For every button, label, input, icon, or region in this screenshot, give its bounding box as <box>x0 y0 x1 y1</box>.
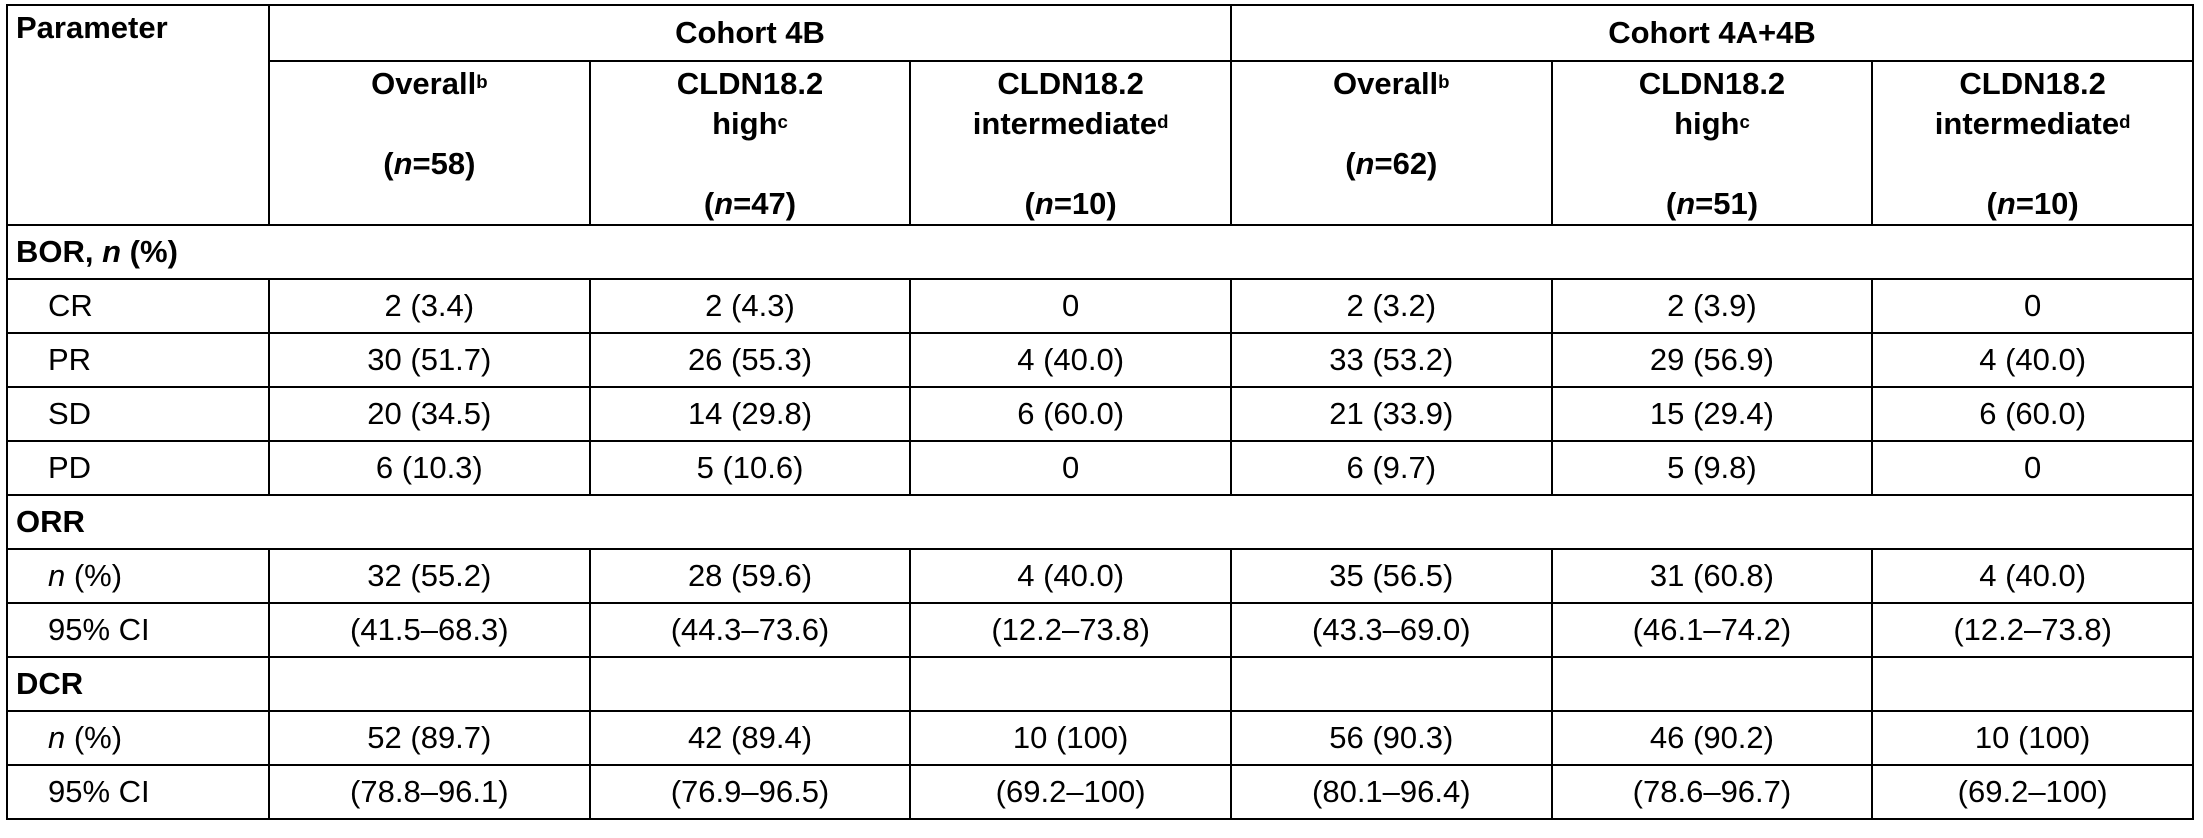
value-cell: 6 (60.0) <box>1871 386 2194 442</box>
value-cell: 21 (33.9) <box>1229 386 1553 442</box>
row-label: PD <box>6 440 270 496</box>
page: Parameter Cohort 4B Cohort 4A+4B Overallb (… <box>0 4 2203 838</box>
row-label: 95% CI <box>6 602 270 658</box>
value-cell: 31 (60.8) <box>1550 548 1874 604</box>
table-row: CR 2 (3.4) 2 (4.3) 0 2 (3.2) 2 (3.9) 0 <box>6 278 2194 334</box>
row-label: CR <box>6 278 270 334</box>
column-n: (n=10) <box>1986 186 2079 221</box>
value-cell: 2 (3.2) <box>1229 278 1553 334</box>
value-cell: 4 (40.0) <box>1871 332 2194 388</box>
empty-cell <box>909 656 1232 712</box>
empty-cell <box>268 656 591 712</box>
column-n: (n=51) <box>1665 186 1759 221</box>
section-label: DCR <box>6 656 270 712</box>
row-label: n (%) <box>6 548 270 604</box>
row-label: SD <box>6 386 270 442</box>
column-header: Overallb (n=62) <box>1229 60 1553 226</box>
table-row: 95% CI (78.8–96.1) (76.9–96.5) (69.2–100) (8… <box>6 764 2194 820</box>
value-cell: 2 (3.9) <box>1550 278 1874 334</box>
value-cell: 35 (56.5) <box>1229 548 1553 604</box>
value-cell: 30 (51.7) <box>268 332 591 388</box>
value-cell: 0 <box>1871 278 2194 334</box>
value-cell: (43.3–69.0) <box>1229 602 1553 658</box>
row-label: n (%) <box>6 710 270 766</box>
value-cell: 2 (3.4) <box>268 278 591 334</box>
column-n: (n=10) <box>1024 186 1117 221</box>
value-cell: 10 (100) <box>909 710 1232 766</box>
table-row: PD 6 (10.3) 5 (10.6) 0 6 (9.7) 5 (9.8) 0 <box>6 440 2194 496</box>
value-cell: 0 <box>909 278 1232 334</box>
value-cell: 28 (59.6) <box>588 548 912 604</box>
value-cell: 5 (10.6) <box>588 440 912 496</box>
column-header: CLDN18.2 intermediated (n=10) <box>1871 60 2194 226</box>
table-row: BOR, n (%) <box>6 224 2194 280</box>
column-name: Overallb <box>1333 66 1450 101</box>
value-cell: (12.2–73.8) <box>909 602 1232 658</box>
value-cell: (76.9–96.5) <box>588 764 912 820</box>
value-cell: 32 (55.2) <box>268 548 591 604</box>
empty-cell <box>1550 656 1874 712</box>
column-name: CLDN18.2 highc <box>676 66 824 141</box>
value-cell: 4 (40.0) <box>909 332 1232 388</box>
value-cell: (69.2–100) <box>909 764 1232 820</box>
value-cell: 6 (10.3) <box>268 440 591 496</box>
value-cell: 33 (53.2) <box>1229 332 1553 388</box>
results-table: Parameter Cohort 4B Cohort 4A+4B Overallb (… <box>6 4 2195 820</box>
column-name: CLDN18.2 intermediated <box>1934 66 2131 141</box>
column-header: CLDN18.2 highc (n=47) <box>588 60 912 226</box>
table-row: SD 20 (34.5) 14 (29.8) 6 (60.0) 21 (33.9) 15 … <box>6 386 2194 442</box>
column-name: CLDN18.2 intermediated <box>972 66 1169 141</box>
empty-cell <box>588 656 912 712</box>
value-cell: 26 (55.3) <box>588 332 912 388</box>
value-cell: 20 (34.5) <box>268 386 591 442</box>
value-cell: (78.8–96.1) <box>268 764 591 820</box>
value-cell: 4 (40.0) <box>909 548 1232 604</box>
table-row: DCR <box>6 656 2194 712</box>
value-cell: (69.2–100) <box>1871 764 2194 820</box>
value-cell: (46.1–74.2) <box>1550 602 1874 658</box>
table-row: n (%) 52 (89.7) 42 (89.4) 10 (100) 56 (90.3)… <box>6 710 2194 766</box>
value-cell: 6 (9.7) <box>1229 440 1553 496</box>
value-cell: 0 <box>909 440 1232 496</box>
value-cell: (78.6–96.7) <box>1550 764 1874 820</box>
value-cell: 0 <box>1871 440 2194 496</box>
table-row: 95% CI (41.5–68.3) (44.3–73.6) (12.2–73.8)(… <box>6 602 2194 658</box>
value-cell: 6 (60.0) <box>909 386 1232 442</box>
value-cell: (44.3–73.6) <box>588 602 912 658</box>
empty-cell <box>1229 656 1553 712</box>
value-cell: (41.5–68.3) <box>268 602 591 658</box>
empty-cell <box>1871 656 2194 712</box>
column-header: CLDN18.2 highc (n=51) <box>1550 60 1874 226</box>
row-label: 95% CI <box>6 764 270 820</box>
value-cell: (12.2–73.8) <box>1871 602 2194 658</box>
column-n: (n=47) <box>703 186 797 221</box>
row-label: PR <box>6 332 270 388</box>
column-header: Overallb (n=58) <box>268 60 591 226</box>
column-header: CLDN18.2 intermediated (n=10) <box>909 60 1232 226</box>
value-cell: 46 (90.2) <box>1550 710 1874 766</box>
section-label: ORR <box>6 494 2194 550</box>
value-cell: 56 (90.3) <box>1229 710 1553 766</box>
column-n: (n=62) <box>1345 146 1438 181</box>
value-cell: 42 (89.4) <box>588 710 912 766</box>
value-cell: 5 (9.8) <box>1550 440 1874 496</box>
section-label: BOR, n (%) <box>6 224 2194 280</box>
header-cell: Parameter <box>6 4 270 226</box>
group-header: Cohort 4B <box>268 4 1232 62</box>
group-header: Cohort 4A+4B <box>1229 4 2195 62</box>
value-cell: 14 (29.8) <box>588 386 912 442</box>
column-name: Overallb <box>371 66 488 101</box>
value-cell: 52 (89.7) <box>268 710 591 766</box>
value-cell: 2 (4.3) <box>588 278 912 334</box>
value-cell: 15 (29.4) <box>1550 386 1874 442</box>
table-row: PR 30 (51.7) 26 (55.3) 4 (40.0) 33 (53.2) 29 … <box>6 332 2194 388</box>
column-n: (n=58) <box>383 146 476 181</box>
value-cell: 10 (100) <box>1871 710 2194 766</box>
column-name: CLDN18.2 highc <box>1638 66 1786 141</box>
table-row: n (%) 32 (55.2) 28 (59.6) 4 (40.0) 35 (56.5)… <box>6 548 2194 604</box>
value-cell: 29 (56.9) <box>1550 332 1874 388</box>
table-row: ORR <box>6 494 2194 550</box>
value-cell: 4 (40.0) <box>1871 548 2194 604</box>
value-cell: (80.1–96.4) <box>1229 764 1553 820</box>
